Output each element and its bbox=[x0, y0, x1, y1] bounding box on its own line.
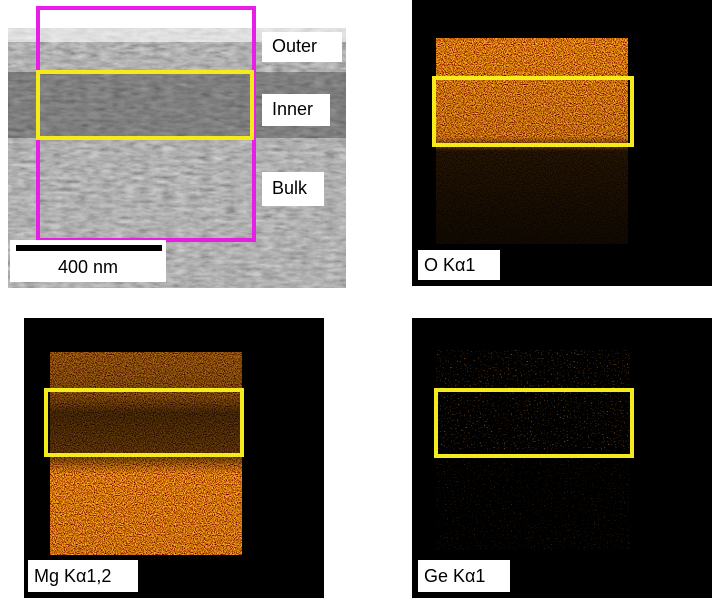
map-label: O Kα1 bbox=[424, 255, 475, 275]
scale-bar-label: 400 nm bbox=[58, 257, 118, 277]
o-fade bbox=[436, 38, 628, 244]
page: Outer Inner Bulk 400 nm O Kα1 Mg Kα1,2 G… bbox=[0, 0, 713, 598]
ge-map bbox=[436, 350, 630, 450]
ge-map-lower bbox=[436, 450, 630, 550]
layer-label: Outer bbox=[272, 36, 317, 56]
scale-bar bbox=[16, 245, 162, 251]
layer-label: Bulk bbox=[272, 178, 308, 198]
map-label: Mg Kα1,2 bbox=[34, 566, 111, 586]
figure: Outer Inner Bulk 400 nm O Kα1 Mg Kα1,2 G… bbox=[0, 0, 713, 598]
layer-label: Inner bbox=[272, 99, 313, 119]
map-label: Ge Kα1 bbox=[424, 566, 485, 586]
